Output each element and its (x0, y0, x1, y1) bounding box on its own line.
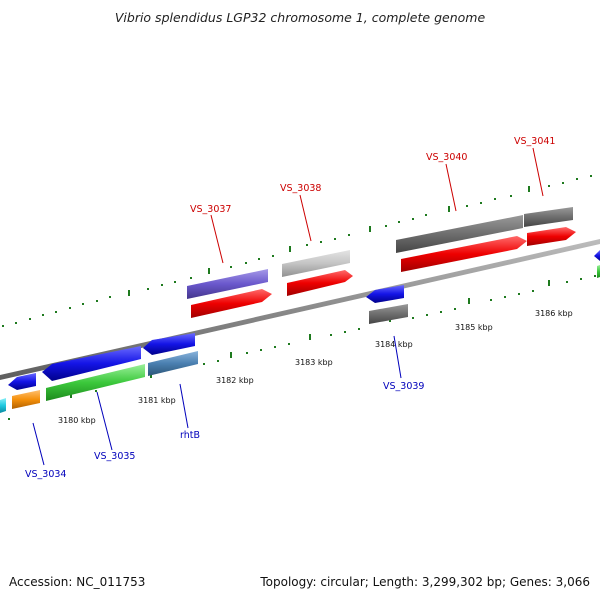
leader-rhtb (179, 383, 189, 429)
ruler-label-3184: 3184 kbp (375, 340, 413, 349)
label-vs3038[interactable]: VS_3038 (280, 183, 321, 194)
label-vs3034[interactable]: VS_3034 (25, 469, 66, 480)
map-title: Vibrio splendidus LGP32 chromosome 1, co… (114, 10, 486, 25)
leader-vs3040 (445, 163, 457, 212)
leader-vs3034 (32, 422, 45, 466)
ruler-label-3185: 3185 kbp (455, 323, 493, 332)
leader-vs3035 (96, 391, 113, 451)
gene-vs3038-red[interactable] (287, 270, 353, 296)
gene-edge-blue[interactable] (594, 250, 600, 261)
gene-vs3039-gray[interactable] (369, 304, 408, 324)
label-vs3037[interactable]: VS_3037 (190, 204, 231, 215)
label-vs3040[interactable]: VS_3040 (426, 152, 467, 163)
leader-vs3039 (393, 335, 402, 379)
gene-vs3037-red[interactable] (191, 289, 272, 318)
inner-tick-ring (8, 275, 596, 420)
gene-cyan-partial[interactable] (0, 398, 6, 413)
gene-vs3040-red[interactable] (401, 236, 527, 272)
gene-edge-green[interactable] (597, 265, 600, 278)
topology-text: Topology: circular; Length: 3,299,302 bp… (260, 575, 590, 589)
leader-vs3038 (299, 194, 312, 242)
gene-vs3034-orange[interactable] (12, 390, 40, 409)
gene-vs3035-blue[interactable] (42, 346, 141, 381)
label-vs3041[interactable]: VS_3041 (514, 136, 555, 147)
outer-tick-ring (2, 175, 592, 327)
ruler-label-3186: 3186 kbp (535, 309, 573, 318)
gene-vs3040-gray[interactable] (396, 215, 523, 253)
label-vs3039[interactable]: VS_3039 (383, 381, 424, 392)
gene-vs3034-blue[interactable] (8, 373, 36, 390)
label-vs3035[interactable]: VS_3035 (94, 451, 135, 462)
gene-vs3037-purple[interactable] (187, 269, 268, 299)
ruler-label-3183: 3183 kbp (295, 358, 333, 367)
gene-rhtb-steel[interactable] (148, 351, 198, 376)
gene-rhtb-blue[interactable] (143, 333, 195, 355)
leader-vs3041 (532, 147, 544, 197)
leader-vs3037 (210, 214, 224, 264)
accession-text: Accession: NC_011753 (9, 575, 146, 589)
label-rhtb[interactable]: rhtB (180, 430, 200, 441)
gene-vs3041-red[interactable] (527, 227, 576, 246)
ruler-label-3182: 3182 kbp (216, 376, 254, 385)
gene-vs3039-blue[interactable] (366, 285, 404, 303)
ruler-label-3180: 3180 kbp (58, 416, 96, 425)
gene-vs3041-gray[interactable] (524, 207, 573, 227)
gene-vs3038-gray[interactable] (282, 250, 350, 277)
gene-vs3035-green[interactable] (46, 364, 145, 401)
ruler-label-3181: 3181 kbp (138, 396, 176, 405)
